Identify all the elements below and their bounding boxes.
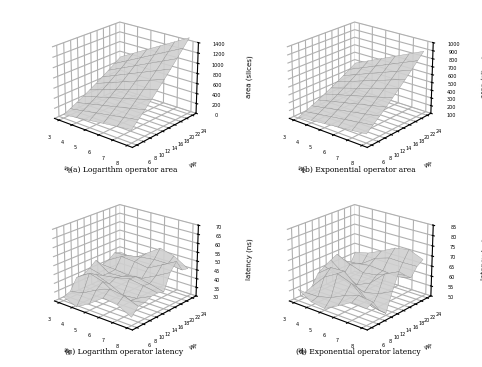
Y-axis label: $w_F$: $w_F$ xyxy=(423,341,436,354)
Title: (c) Logarithm operator latency: (c) Logarithm operator latency xyxy=(65,348,183,356)
X-axis label: $w_E$: $w_E$ xyxy=(61,164,74,177)
X-axis label: $w_E$: $w_E$ xyxy=(295,164,308,177)
X-axis label: $w_E$: $w_E$ xyxy=(61,347,74,359)
Title: (b) Exponential operator area: (b) Exponential operator area xyxy=(302,166,415,174)
Y-axis label: $w_F$: $w_F$ xyxy=(188,341,201,354)
Y-axis label: $w_F$: $w_F$ xyxy=(423,159,436,172)
Title: (d) Exponential operator latency: (d) Exponential operator latency xyxy=(296,348,421,356)
Y-axis label: $w_F$: $w_F$ xyxy=(188,159,201,172)
X-axis label: $w_E$: $w_E$ xyxy=(295,347,308,359)
Title: (a) Logarithm operator area: (a) Logarithm operator area xyxy=(70,166,177,174)
